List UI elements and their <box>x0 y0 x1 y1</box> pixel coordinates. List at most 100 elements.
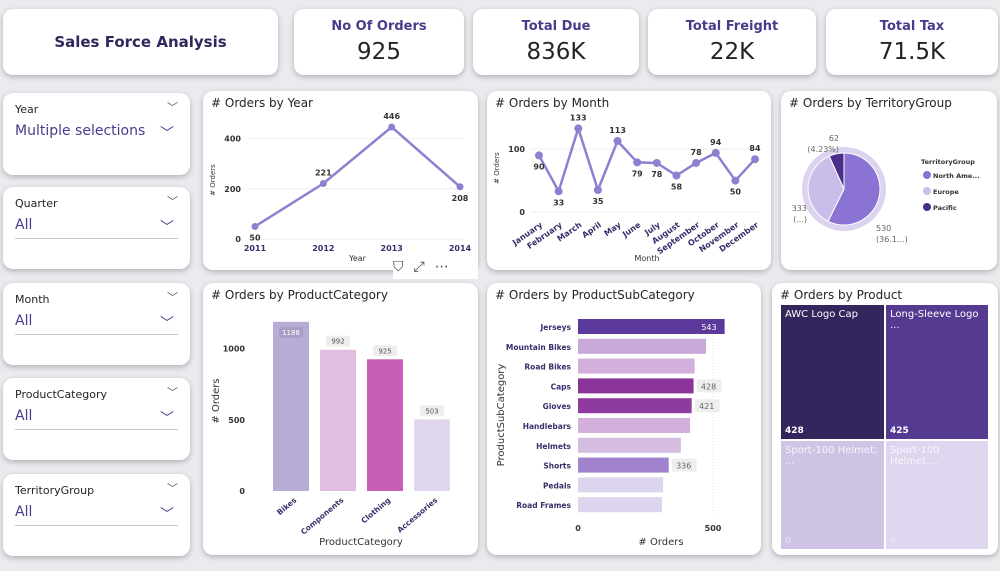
y-axis-title: ProductSubCategory <box>496 364 507 467</box>
chart-title: # Orders by ProductCategory <box>211 288 388 302</box>
kpi-label: No Of Orders <box>331 19 427 34</box>
slicer-label: Quarter <box>15 197 58 210</box>
data-point <box>388 123 396 131</box>
treemap-tile[interactable]: AWC Logo Cap 428 <box>781 305 884 439</box>
focus-mode-icon[interactable]: ⤢ <box>413 259 425 275</box>
y-tick-label: Road Bikes <box>524 363 571 372</box>
tile-value: 425 <box>890 426 909 436</box>
kpi-total-due: Total Due 836K <box>473 9 639 75</box>
data-label: 543 <box>701 323 716 332</box>
data-label: 50 <box>249 233 261 242</box>
data-label: 208 <box>452 194 469 203</box>
orders-by-month-chart: # Orders by Month 0 100 90 January 33 February… <box>487 91 771 270</box>
slicer-year[interactable]: Year ﹀ Multiple selections ﹀ <box>3 93 190 175</box>
slicer-dropdown[interactable]: All ﹀ <box>15 217 178 239</box>
data-point <box>319 180 327 188</box>
bar <box>578 338 706 354</box>
bar <box>578 378 694 394</box>
legend-item: Pacific <box>933 204 957 212</box>
data-point <box>554 187 563 196</box>
y-tick-label: Helmets <box>536 442 571 451</box>
data-label: 336 <box>676 462 691 471</box>
slicer-month[interactable]: Month ﹀ All ﹀ <box>3 283 190 365</box>
data-label: 428 <box>701 382 716 391</box>
y-tick-label: Handlebars <box>523 422 572 431</box>
kpi-label: Total Due <box>521 19 591 34</box>
data-label: 221 <box>315 169 332 178</box>
slice-percent: (...) <box>793 215 807 224</box>
data-label: 421 <box>699 402 714 411</box>
slicer-dropdown[interactable]: All ﹀ <box>15 504 178 526</box>
legend-marker <box>923 203 931 211</box>
chevron-down-icon[interactable]: ﹀ <box>167 195 178 208</box>
x-axis-title: Year <box>348 254 367 263</box>
chart-title: # Orders by Month <box>495 96 610 110</box>
slicer-productcategory[interactable]: ProductCategory ﹀ All ﹀ <box>3 378 190 460</box>
x-tick-label: 0 <box>575 524 581 533</box>
bar <box>320 349 356 491</box>
legend-marker <box>923 187 931 195</box>
more-options-icon[interactable]: ⋯ <box>434 259 449 275</box>
kpi-total-tax: Total Tax 71.5K <box>826 9 998 75</box>
kpi-value: 22K <box>709 39 755 65</box>
treemap-tile[interactable]: Long-Sleeve Logo ... 425 <box>886 305 988 439</box>
x-tick-label: Components <box>299 495 346 536</box>
data-label: 1188 <box>282 329 300 337</box>
chart-title: # Orders by Year <box>211 96 313 110</box>
legend-item: North Ame... <box>933 172 980 180</box>
data-label: 84 <box>749 144 761 153</box>
slicer-quarter[interactable]: Quarter ﹀ All ﹀ <box>3 187 190 269</box>
slicer-territorygroup[interactable]: TerritoryGroup ﹀ All ﹀ <box>3 474 190 556</box>
y-tick-label: Road Frames <box>516 501 571 510</box>
y-tick-label: Shorts <box>543 462 571 471</box>
slicer-label: Month <box>15 293 50 306</box>
data-point <box>711 148 720 157</box>
orders-by-product-treemap: # Orders by Product AWC Logo Cap 428 Long-S… <box>772 283 998 555</box>
chevron-down-icon[interactable]: ﹀ <box>167 291 178 304</box>
data-label-bg <box>694 399 720 413</box>
data-point <box>652 158 661 167</box>
slice-percent: (4.23%) <box>807 145 839 154</box>
slicer-value: Multiple selections <box>15 123 146 139</box>
slicer-dropdown[interactable]: All ﹀ <box>15 408 178 430</box>
y-axis-title: # Orders <box>211 378 222 423</box>
slice-label: 62 <box>829 134 839 143</box>
orders-by-subcategory-chart: # Orders by ProductSubCategory Jerseys 543… <box>487 283 761 555</box>
y-tick-label: Mountain Bikes <box>506 343 572 352</box>
data-point <box>613 136 622 145</box>
data-label-bg <box>696 379 722 393</box>
chevron-down-icon[interactable]: ﹀ <box>167 482 178 495</box>
x-axis-title: # Orders <box>638 537 683 548</box>
x-tick-label: Bikes <box>275 495 299 517</box>
treemap-tile[interactable]: Sport-100 Helmet, ... 0 <box>781 441 884 549</box>
bar <box>578 398 692 414</box>
slicer-label: TerritoryGroup <box>15 484 95 497</box>
data-label-bg <box>420 405 444 417</box>
x-tick-label: 2014 <box>449 244 472 253</box>
y-tick-label: 0 <box>519 208 525 217</box>
orders-by-year-chart: # Orders by Year 0 200 400 50 2011 221 2012 446 2… <box>203 91 478 270</box>
treemap-tile[interactable]: Sport-100 Helmet,... 0 <box>886 441 988 549</box>
data-label: 503 <box>425 407 438 415</box>
tile-label: Sport-100 Helmet,... <box>890 445 940 467</box>
chevron-down-icon[interactable]: ﹀ <box>167 386 178 399</box>
slicer-dropdown[interactable]: All ﹀ <box>15 313 178 335</box>
series-line <box>537 124 756 195</box>
data-label: 79 <box>632 169 644 178</box>
data-label: 113 <box>609 126 626 135</box>
slicer-dropdown[interactable]: Multiple selections ﹀ <box>15 123 178 145</box>
tile-value: 0 <box>785 536 792 546</box>
kpi-total-freight: Total Freight 22K <box>648 9 816 75</box>
chevron-down-icon[interactable]: ﹀ <box>167 101 178 114</box>
y-tick-label: 0 <box>239 487 245 496</box>
x-tick-label: 2011 <box>244 244 267 253</box>
chevron-down-icon: ﹀ <box>160 126 174 142</box>
y-tick-label: 200 <box>224 185 241 194</box>
x-axis-title: ProductCategory <box>319 537 403 548</box>
pie-slice <box>828 152 845 190</box>
data-point <box>593 186 602 194</box>
bar <box>414 419 450 491</box>
bar <box>578 497 662 513</box>
bar <box>578 457 669 473</box>
filter-icon[interactable]: ⛉ <box>393 259 404 275</box>
